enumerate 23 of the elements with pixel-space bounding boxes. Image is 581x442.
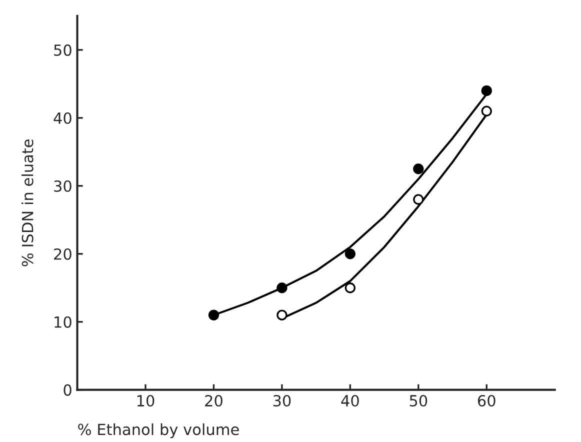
y-tick-label: 10 — [54, 316, 72, 328]
point — [344, 248, 356, 260]
x-tick-label: 50 — [410, 394, 428, 407]
point — [481, 85, 492, 96]
x-axis-title: % Ethanol by volume — [78, 423, 239, 438]
x-tick-label: 20 — [205, 394, 222, 407]
y-tick-label: 20 — [54, 248, 72, 260]
y-tick-label: 0 — [64, 384, 72, 396]
y-tick-label: 30 — [54, 180, 72, 192]
x-tick-label: 60 — [478, 394, 496, 407]
y-tick-label: 50 — [54, 44, 72, 56]
point — [208, 310, 220, 320]
point — [276, 282, 288, 294]
x-tick-label: 10 — [137, 394, 154, 407]
x-tick-label: 30 — [273, 394, 291, 407]
point — [413, 194, 424, 205]
point — [344, 282, 356, 294]
point — [413, 164, 424, 174]
point — [481, 106, 492, 116]
x-tick-label: 40 — [341, 394, 359, 407]
point — [276, 310, 288, 320]
y-axis-title: % ISDN in eluate — [22, 139, 34, 266]
y-tick-label: 40 — [54, 112, 72, 124]
